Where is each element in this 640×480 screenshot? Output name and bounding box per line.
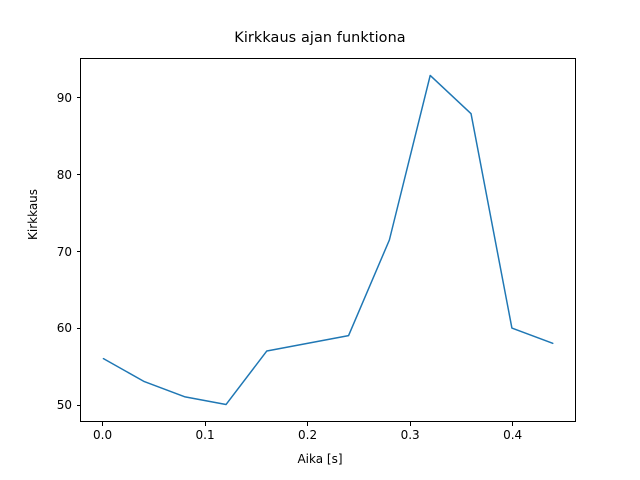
x-tick-label: 0.3 — [400, 428, 420, 442]
y-tick-mark — [76, 251, 80, 253]
y-tick-label: 70 — [56, 244, 72, 259]
x-tick-mark — [409, 422, 411, 426]
line-series-canvas — [102, 74, 554, 406]
y-tick-label: 60 — [56, 321, 72, 336]
x-tick-mark — [512, 422, 514, 426]
x-tick-label: 0.4 — [503, 428, 523, 442]
y-tick-mark — [76, 327, 80, 330]
x-axis-label: Aika [s] — [297, 452, 343, 466]
y-tick-label: 50 — [56, 398, 72, 413]
y-tick-mark — [76, 97, 80, 99]
y-axis-label: Kirkkaus — [26, 188, 40, 240]
y-tick-label: 80 — [56, 167, 72, 182]
y-tick-mark — [76, 404, 80, 406]
y-tick-mark — [76, 174, 80, 176]
x-tick-label: 0.1 — [195, 428, 215, 442]
x-tick-label: 0.2 — [298, 428, 318, 442]
x-tick-mark — [102, 422, 104, 426]
line-series-kirkkaus — [102, 74, 554, 406]
chart-title: Kirkkaus ajan funktiona — [234, 30, 406, 46]
x-tick-mark — [204, 422, 206, 426]
x-tick-label: 0.0 — [93, 428, 113, 442]
y-tick-label: 90 — [56, 90, 72, 105]
x-tick-mark — [307, 422, 309, 426]
plot-axes-area — [80, 58, 576, 422]
